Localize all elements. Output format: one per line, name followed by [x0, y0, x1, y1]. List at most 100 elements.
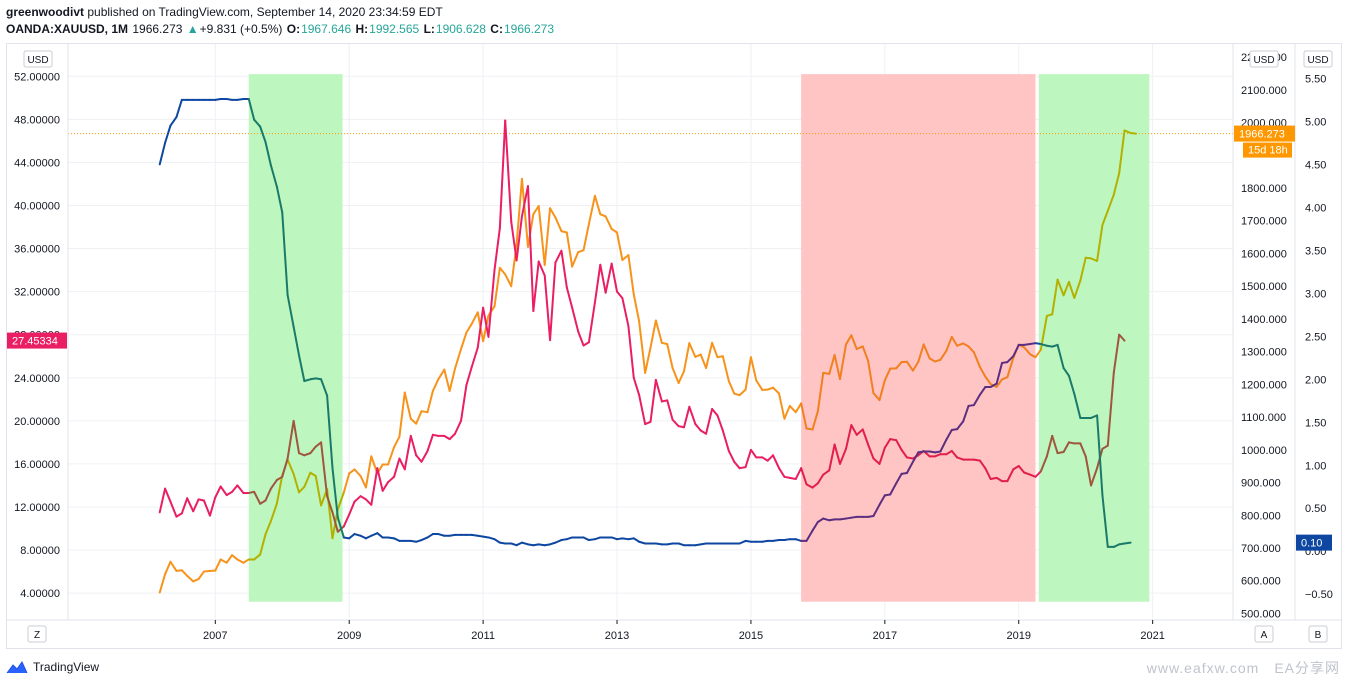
rate-line-segment [253, 118, 262, 128]
low-label: L: [423, 22, 435, 36]
gold-line-segment [950, 335, 959, 347]
rate-line-segment [956, 420, 965, 431]
silver-line-segment [593, 263, 602, 304]
silver-line-segment [309, 445, 317, 455]
author-name[interactable]: greenwoodivt [6, 5, 85, 19]
tradingview-brand[interactable]: TradingView [6, 656, 99, 678]
rate-unit-button[interactable]: USD [1307, 55, 1328, 66]
gold-unit-button-box[interactable] [1249, 50, 1279, 68]
chart-frame [6, 43, 1342, 649]
gold-line-segment [403, 391, 412, 420]
gold-unit-button[interactable]: USD [1253, 55, 1274, 66]
gold-axis-tick-label: 1300.000 [1241, 347, 1287, 359]
silver-line-segment [950, 449, 959, 459]
symbol-legend: OANDA:XAUUSD, 1M 1966.273 ▲+9.831 (+0.5%… [6, 22, 555, 36]
silver-line-segment [905, 456, 914, 460]
silver-line-segment [498, 119, 507, 230]
gold-line-segment [314, 475, 323, 507]
left-scale-button[interactable]: Z [34, 630, 40, 641]
gold-line-segment [727, 380, 736, 395]
gold-line-segment [537, 205, 546, 266]
gold-line-segment [253, 553, 262, 561]
gold-line-segment [236, 558, 245, 564]
rate-line-segment [331, 466, 339, 519]
rate-line-segment [387, 536, 396, 540]
gold-axis-tick-label: 900.000 [1241, 478, 1281, 490]
silver-line-segment [348, 500, 356, 516]
left-tick-label: 40.00000 [14, 200, 60, 212]
silver-line-segment [158, 487, 167, 514]
rate-unit-button-box[interactable] [1303, 50, 1333, 68]
silver-line-segment [520, 185, 529, 218]
silver-line-segment [654, 378, 663, 403]
silver-line-segment [989, 476, 998, 480]
left-scale-button-box[interactable] [27, 625, 47, 643]
gold-line-segment [443, 368, 451, 392]
gold-line-segment [1090, 257, 1099, 262]
rate-line-segment [872, 503, 881, 517]
rate-line-segment [638, 540, 647, 545]
silver-line-segment [504, 119, 513, 223]
silver-line-segment [1118, 333, 1126, 342]
left-tick-label: 16.00000 [14, 459, 60, 471]
x-tick-label: 2009 [337, 630, 361, 642]
rate-line-segment [286, 294, 295, 328]
rate-line-segment [1096, 414, 1104, 497]
high-label: H: [355, 22, 369, 36]
silver-line-segment [805, 483, 814, 489]
silver-line-segment [409, 434, 418, 457]
gold-axis-tick-label: 1200.000 [1241, 379, 1287, 391]
silver-line-segment [1006, 468, 1015, 483]
silver-line-segment [448, 432, 456, 441]
left-tick-label: 12.00000 [14, 502, 60, 514]
left-unit-button[interactable]: USD [27, 55, 48, 66]
gold-axis-tick-label: 1500.000 [1241, 281, 1287, 293]
gold-line-segment [275, 474, 284, 505]
gold-scale-button[interactable]: A [1261, 630, 1268, 641]
gold-axis-tick-label: 1000.000 [1241, 445, 1287, 457]
gold-line-segment [705, 341, 714, 369]
silver-line-segment [1034, 470, 1042, 478]
left-unit-button-box[interactable] [23, 50, 53, 68]
silver-line-segment [1062, 441, 1070, 454]
gold-line-segment [783, 404, 791, 420]
rate-line-segment [978, 386, 987, 396]
gold-line-segment [749, 356, 758, 382]
rate-line-segment [1123, 541, 1132, 545]
gold-line-segment [828, 353, 836, 375]
gold-axis-tick-label: 700.000 [1241, 543, 1281, 555]
rate-scale-button[interactable]: B [1315, 630, 1322, 641]
rate-scale-button-box[interactable] [1308, 625, 1328, 643]
gold-axis-tick-label: 1700.000 [1241, 216, 1287, 228]
gold-line-segment [911, 360, 920, 372]
symbol-name[interactable]: OANDA:XAUUSD, 1M [6, 22, 129, 36]
gold-line-segment [711, 341, 719, 359]
left-tick-label: 32.00000 [14, 287, 60, 299]
silver-line-segment [850, 424, 858, 436]
gold-line-segment [214, 558, 222, 572]
silver-line-segment [883, 438, 892, 449]
silver-line-segment [811, 482, 819, 489]
rate-line-segment [370, 532, 379, 537]
silver-line-segment [716, 414, 724, 432]
silver-line-segment [571, 306, 580, 333]
rate-line-segment [972, 393, 981, 407]
silver-line-segment [192, 498, 200, 513]
silver-line-segment [1045, 434, 1054, 458]
gold-scale-button-box[interactable] [1254, 625, 1274, 643]
gold-line-segment [616, 231, 624, 261]
silver-line-segment [554, 249, 563, 264]
rate-axis-tick-label: −0.50 [1305, 589, 1333, 601]
gold-line-segment [778, 392, 786, 420]
gold-line-segment [772, 386, 781, 395]
silver-line-segment [476, 306, 485, 349]
silver-line-segment [381, 481, 390, 492]
gold-line-segment [264, 520, 272, 536]
silver-line-segment [956, 456, 965, 461]
silver-line-segment [415, 454, 423, 463]
gold-line-segment [1079, 256, 1087, 282]
left-tick-label: 24.00000 [14, 373, 60, 385]
left-tick-label: 20.00000 [14, 416, 60, 428]
silver-line-segment [772, 454, 781, 470]
